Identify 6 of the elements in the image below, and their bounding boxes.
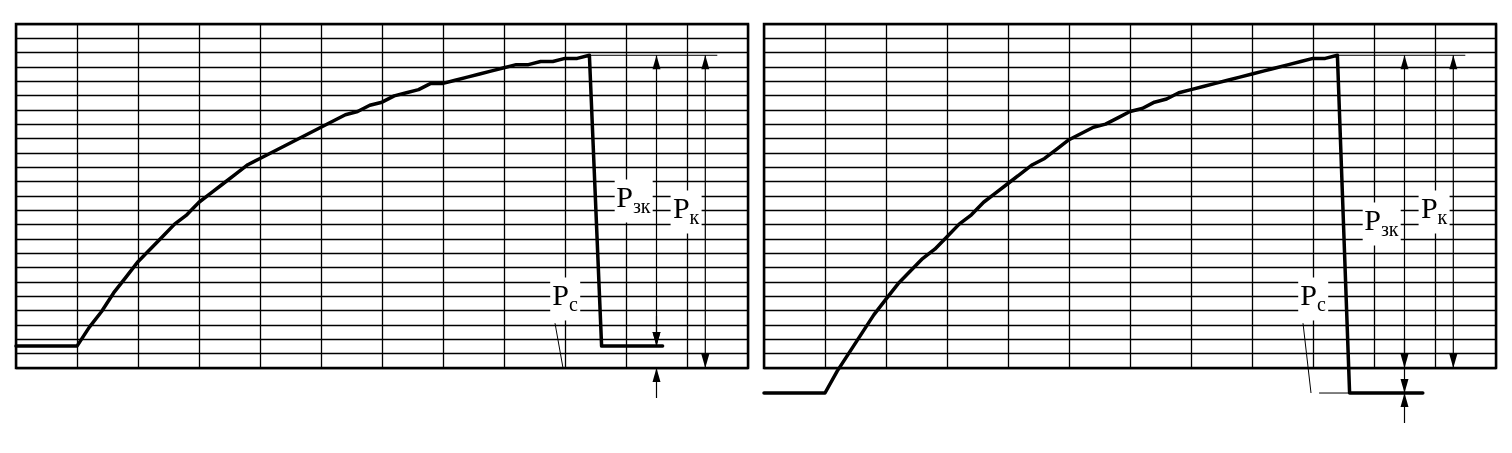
text: P$_{к}$ bbox=[670, 190, 702, 234]
annotation: P$_{к}$ bbox=[1418, 190, 1450, 234]
annotation: P$_{с}$ bbox=[1298, 277, 1328, 321]
annotation: P$_{зк}$ bbox=[614, 179, 653, 223]
annotation: P$_{зк}$ bbox=[1362, 202, 1401, 246]
annotation: P$_{с}$ bbox=[550, 277, 580, 321]
